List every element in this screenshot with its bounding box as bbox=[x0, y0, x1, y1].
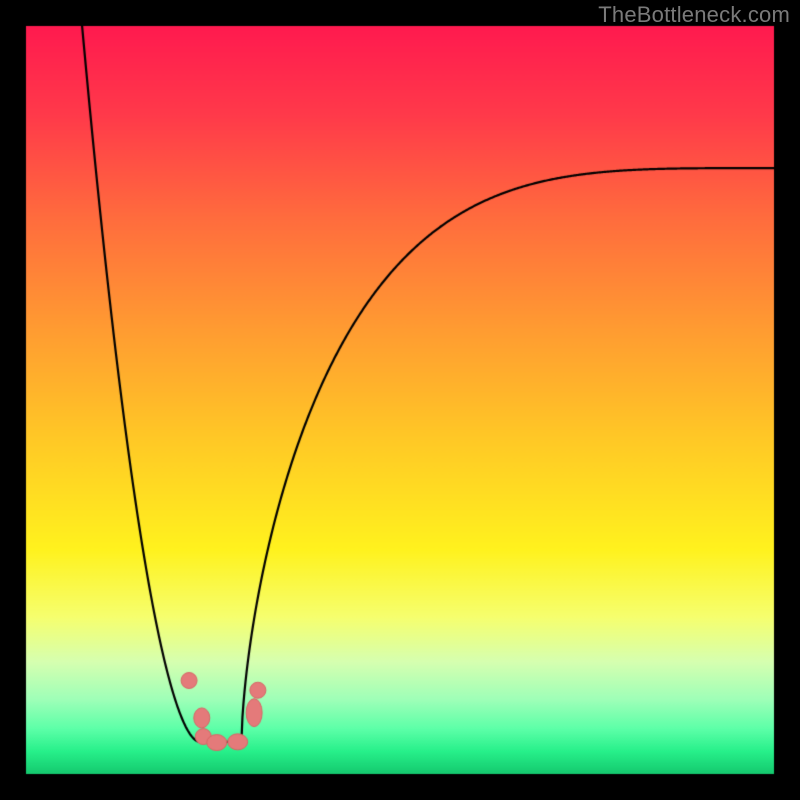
watermark-text: TheBottleneck.com bbox=[598, 2, 790, 28]
chart-frame: TheBottleneck.com bbox=[0, 0, 800, 800]
bottleneck-curve-chart bbox=[0, 0, 800, 800]
